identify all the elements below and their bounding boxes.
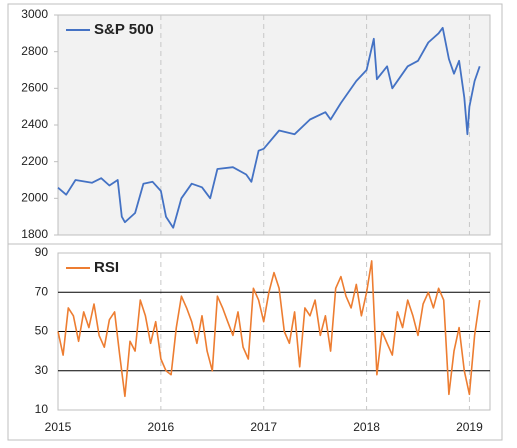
y-tick-label: 2800 <box>21 44 48 58</box>
y-tick-label: 1800 <box>21 227 48 241</box>
y-tick-label: 70 <box>35 284 49 298</box>
y-tick-label: 2600 <box>21 81 48 95</box>
legend-label: S&P 500 <box>94 21 154 38</box>
y-tick-label: 10 <box>35 402 49 416</box>
x-tick-label: 2015 <box>45 420 72 434</box>
x-tick-label: 2017 <box>250 420 277 434</box>
y-tick-label: 3000 <box>21 7 48 21</box>
bottom-frame <box>7 243 503 441</box>
y-tick-label: 2200 <box>21 154 48 168</box>
legend-label: RSI <box>94 259 119 276</box>
y-tick-label: 30 <box>35 363 49 377</box>
plot-area <box>57 14 491 236</box>
y-tick-label: 2000 <box>21 191 48 205</box>
x-tick-label: 2016 <box>148 420 175 434</box>
y-tick-label: 2400 <box>21 117 48 131</box>
x-tick-label: 2019 <box>456 420 483 434</box>
y-tick-label: 50 <box>35 324 49 338</box>
y-tick-label: 90 <box>35 245 49 259</box>
x-tick-label: 2018 <box>353 420 380 434</box>
series-line <box>57 260 481 398</box>
series-line <box>57 26 481 229</box>
